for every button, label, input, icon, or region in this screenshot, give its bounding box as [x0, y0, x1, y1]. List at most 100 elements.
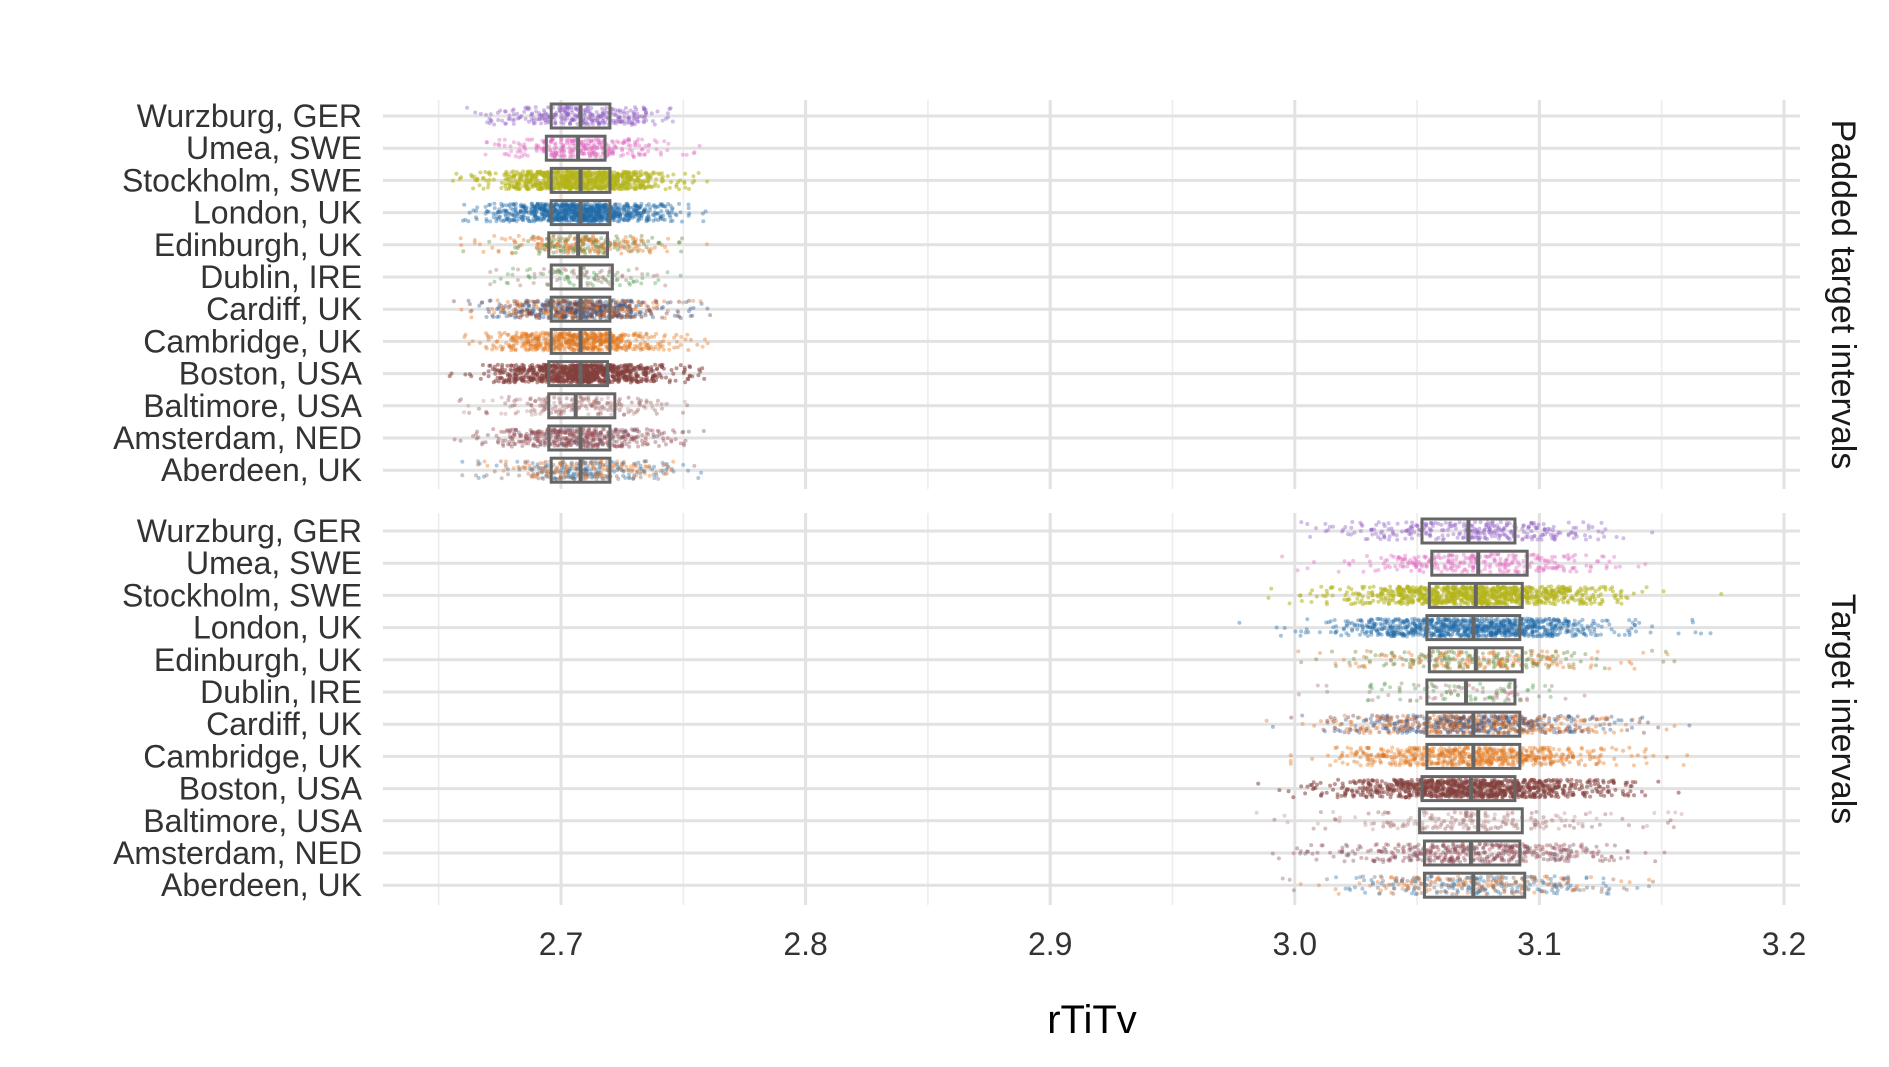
data-point [625, 111, 629, 115]
data-point [559, 345, 563, 349]
data-point [539, 121, 543, 125]
data-point [557, 301, 561, 305]
data-point [656, 218, 660, 222]
data-point [518, 143, 522, 147]
data-point [529, 344, 533, 348]
data-point [637, 244, 641, 248]
data-point [514, 251, 518, 255]
data-point [525, 299, 529, 303]
data-point [616, 212, 620, 216]
data-point [665, 249, 669, 253]
data-point [646, 305, 650, 309]
data-point [566, 113, 570, 117]
data-point [593, 249, 597, 253]
data-point [632, 280, 636, 284]
data-point [626, 218, 630, 222]
data-point [505, 217, 509, 221]
data-point [480, 301, 484, 305]
data-point [494, 171, 498, 175]
data-point [686, 377, 690, 381]
data-point [645, 309, 649, 313]
data-point [614, 121, 618, 125]
data-point [687, 203, 691, 207]
data-point [626, 244, 630, 248]
data-point [676, 309, 680, 313]
data-point [653, 281, 657, 285]
data-point [664, 187, 668, 191]
data-point [639, 217, 643, 221]
data-point [669, 106, 673, 110]
data-point [682, 181, 686, 185]
data-point [675, 213, 679, 217]
data-point [706, 341, 710, 345]
data-point [516, 117, 520, 121]
data-point [618, 110, 622, 114]
data-point [572, 283, 576, 287]
data-point [588, 214, 592, 218]
data-point [627, 139, 631, 143]
data-point [533, 334, 537, 338]
data-point [663, 284, 667, 288]
data-point [613, 145, 617, 149]
data-point [530, 366, 534, 370]
data-point [488, 270, 492, 274]
data-point [661, 214, 665, 218]
y-tick-label: Amsterdam, NED [113, 420, 362, 456]
data-point [629, 276, 633, 280]
data-point [572, 154, 576, 158]
data-point [473, 111, 477, 115]
data-point [652, 184, 656, 188]
data-point [663, 333, 667, 337]
data-point [461, 249, 465, 253]
data-point [493, 142, 497, 146]
data-point [566, 277, 570, 281]
data-point [488, 121, 492, 125]
data-point [501, 347, 505, 351]
data-point [493, 372, 497, 376]
data-point [540, 346, 544, 350]
data-point [475, 205, 479, 209]
data-point [584, 120, 588, 124]
data-point [574, 314, 578, 318]
data-point [556, 171, 560, 175]
data-point [683, 172, 687, 176]
data-point [486, 335, 490, 339]
data-point [508, 113, 512, 117]
data-point [496, 368, 500, 372]
data-point [487, 182, 491, 186]
data-point [656, 278, 660, 282]
data-point [497, 144, 501, 148]
data-point [489, 112, 493, 116]
data-point [568, 213, 572, 217]
data-point [539, 312, 543, 316]
data-point [644, 371, 648, 375]
data-point [642, 181, 646, 185]
data-point [689, 338, 693, 342]
data-point [563, 314, 567, 318]
data-point [647, 144, 651, 148]
data-point [619, 315, 623, 319]
data-point [584, 143, 588, 147]
data-point [620, 274, 624, 278]
data-point [691, 174, 695, 178]
data-point [540, 212, 544, 216]
data-point [569, 245, 573, 249]
data-point [500, 237, 504, 241]
data-point [625, 313, 629, 317]
data-point [655, 273, 659, 277]
data-point [512, 118, 516, 122]
data-point [639, 366, 643, 370]
data-point [644, 108, 648, 112]
data-point [650, 236, 654, 240]
data-point [490, 246, 494, 250]
data-point [568, 187, 572, 191]
data-point [503, 238, 507, 242]
y-tick-label: Aberdeen, UK [161, 452, 362, 488]
data-point [602, 176, 606, 180]
data-point [590, 378, 594, 382]
data-point [537, 182, 541, 186]
data-point [507, 333, 511, 337]
data-point [591, 122, 595, 126]
data-point [629, 249, 633, 253]
